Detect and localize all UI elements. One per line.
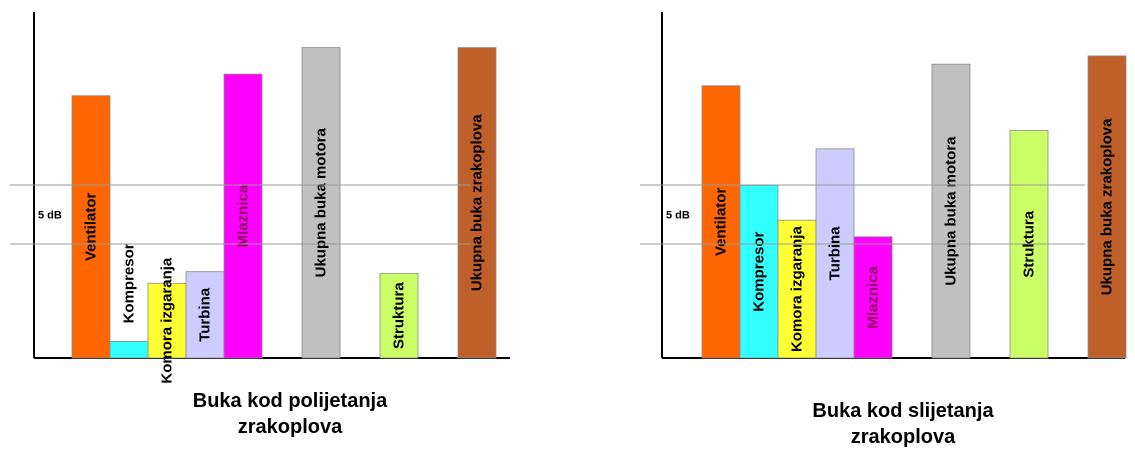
bar xyxy=(379,272,419,359)
bar xyxy=(1087,55,1127,359)
bar xyxy=(71,95,111,359)
scale-label: 5 dB xyxy=(38,210,62,222)
bar-label: Mlaznica xyxy=(235,184,252,247)
bar-label: Turbina xyxy=(827,226,844,281)
bar xyxy=(815,148,855,359)
bar-label: Komora izgaranja xyxy=(159,257,176,384)
bar-label: Ventilator xyxy=(83,193,100,262)
bar xyxy=(777,219,817,359)
bar-label: Turbina xyxy=(197,287,214,342)
bar-label: Ukupna buka zrakoplova xyxy=(469,114,486,291)
landing-chart-title: Buka kod slijetanja zrakoplova xyxy=(743,398,1063,450)
bar xyxy=(185,271,225,359)
bar-label: Ventilator xyxy=(713,188,730,257)
takeoff-title-line2: zrakoplova xyxy=(237,416,343,438)
bar-label: Ukupna buka motora xyxy=(313,128,330,278)
bar xyxy=(301,47,341,359)
takeoff-chart-title: Buka kod polijetanja zrakoplova xyxy=(130,388,450,440)
bar xyxy=(147,282,187,359)
bar-label: Kompresor xyxy=(751,232,768,312)
landing-title-line2: zrakoplova xyxy=(850,426,956,448)
bar-label: Komora izgaranja xyxy=(789,226,806,353)
bar-label: Struktura xyxy=(391,282,408,349)
bar-label: Mlaznica xyxy=(865,265,882,328)
bar xyxy=(739,184,779,359)
bar xyxy=(701,85,741,359)
bar xyxy=(853,236,893,359)
bar-label: Ukupna buka zrakoplova xyxy=(1099,118,1116,295)
bar-label: Kompresor xyxy=(121,243,138,323)
bar xyxy=(109,340,149,359)
landing-chart: Ventilator Kompresor Komora izgaranja Turbi… xyxy=(640,12,1127,359)
bar xyxy=(931,63,971,359)
bar xyxy=(223,73,263,359)
scale-label: 5 dB xyxy=(666,210,690,222)
takeoff-chart: Ventilator Kompresor Komora izgaranja Turbi… xyxy=(10,12,510,384)
bar-label: Ukupna buka motora xyxy=(943,136,960,286)
bar xyxy=(457,47,497,359)
landing-title-line1: Buka kod slijetanja xyxy=(812,400,994,422)
takeoff-title-line1: Buka kod polijetanja xyxy=(192,390,388,412)
